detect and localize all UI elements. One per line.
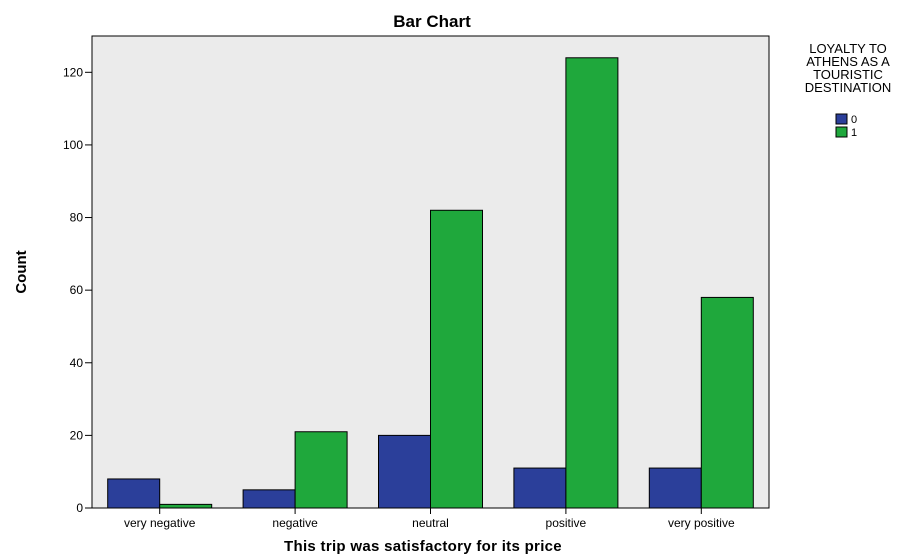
legend-title-line: LOYALTY TO: [809, 41, 887, 56]
bar-series-1-positive: [565, 57, 619, 509]
x-tick-label: positive: [546, 516, 587, 530]
legend-label-0: 0: [851, 114, 857, 126]
bar-series-1-very-positive: [700, 296, 754, 509]
bar-series-0-very-positive: [648, 467, 702, 509]
bar-series-0-positive: [513, 467, 567, 509]
legend-title-line: ATHENS AS A: [806, 54, 890, 69]
legend-label-1: 1: [851, 127, 857, 139]
y-tick-label: 120: [63, 65, 83, 79]
bars: [107, 57, 754, 509]
legend-swatch-1: [835, 126, 848, 138]
x-tick-label: very negative: [124, 516, 196, 530]
y-tick-label: 100: [63, 138, 83, 152]
y-tick-label: 40: [70, 356, 84, 370]
x-tick-label: neutral: [412, 516, 449, 530]
bar-series-0-negative: [242, 489, 296, 509]
y-tick-label: 80: [70, 211, 84, 225]
chart-title: Bar Chart: [393, 12, 471, 31]
x-axis: very negative negative neutral positive very…: [124, 508, 735, 530]
x-axis-label: This trip was satisfactory for its price: [284, 538, 562, 555]
legend-title-line: DESTINATION: [805, 80, 891, 95]
bar-series-1-neutral: [430, 209, 483, 509]
y-tick-label: 20: [70, 428, 84, 442]
bar-series-1-very-negative: [159, 503, 213, 509]
x-tick-label: very positive: [668, 516, 735, 530]
bar-series-1-negative: [294, 431, 348, 509]
legend-title-line: TOURISTIC: [813, 67, 883, 82]
x-tick-label: negative: [272, 516, 318, 530]
bar-series-0-neutral: [378, 434, 431, 509]
y-tick-label: 0: [76, 501, 83, 515]
bar-series-0-very-negative: [107, 478, 161, 509]
y-axis: 0 20 40 60 80 100 120: [63, 65, 92, 515]
legend-swatch-0: [835, 113, 848, 125]
y-axis-label: Count: [13, 250, 30, 293]
y-tick-label: 60: [70, 283, 84, 297]
